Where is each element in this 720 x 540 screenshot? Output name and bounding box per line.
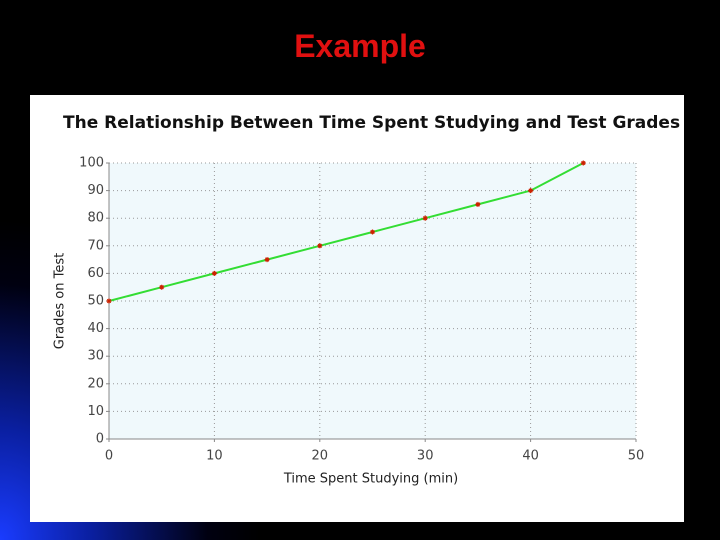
- data-marker: [211, 270, 217, 276]
- x-tick-label: 50: [628, 449, 645, 464]
- y-tick-label: 10: [87, 404, 104, 419]
- y-tick-label: 20: [87, 376, 104, 391]
- x-tick-label: 20: [312, 449, 329, 464]
- data-marker: [264, 257, 270, 263]
- y-tick-label: 70: [87, 238, 104, 253]
- data-marker: [317, 243, 323, 249]
- x-axis-label: Time Spent Studying (min): [283, 472, 458, 487]
- y-tick-label: 60: [87, 266, 104, 281]
- data-marker: [159, 284, 165, 290]
- data-marker: [528, 188, 534, 194]
- data-marker: [106, 298, 112, 304]
- chart: The Relationship Between Time Spent Stud…: [53, 113, 681, 487]
- chart-panel: The Relationship Between Time Spent Stud…: [30, 95, 684, 522]
- plot-area: [109, 163, 636, 439]
- data-marker: [475, 201, 481, 207]
- y-tick-label: 80: [87, 211, 104, 226]
- y-tick-label: 30: [87, 349, 104, 364]
- data-marker: [422, 215, 428, 221]
- data-line: [108, 162, 584, 302]
- y-tick-label: 90: [87, 183, 104, 198]
- x-tick-label: 40: [522, 449, 539, 464]
- y-tick-label: 40: [87, 321, 104, 336]
- x-tick-label: 0: [105, 449, 113, 464]
- data-marker: [580, 160, 586, 166]
- data-marker: [370, 229, 375, 235]
- slide-title: Example: [294, 28, 426, 64]
- y-tick-label: 100: [79, 156, 104, 171]
- x-tick-label: 30: [417, 449, 434, 464]
- y-tick-label: 50: [87, 294, 104, 309]
- y-axis-label: Grades on Test: [53, 253, 68, 349]
- y-tick-label: 0: [96, 432, 104, 447]
- chart-title: The Relationship Between Time Spent Stud…: [63, 113, 680, 133]
- x-tick-label: 10: [206, 449, 223, 464]
